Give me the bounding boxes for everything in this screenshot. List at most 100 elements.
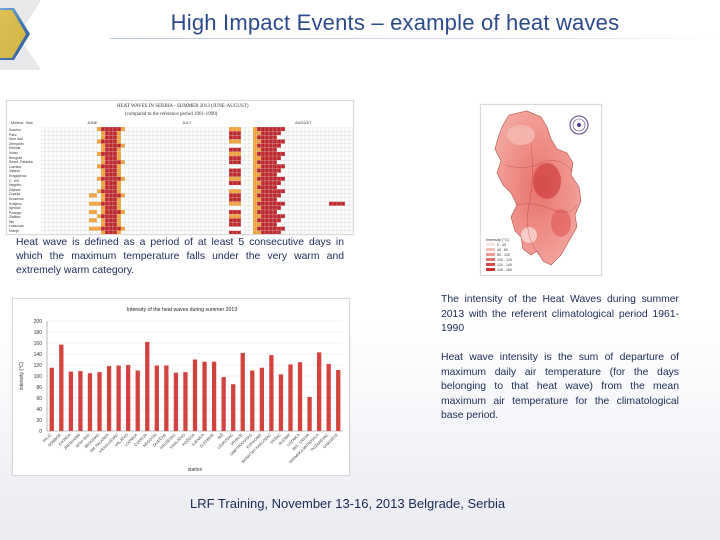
table-cell — [224, 127, 230, 132]
table-cell — [56, 201, 62, 206]
table-cell — [44, 135, 50, 140]
table-cell — [180, 155, 186, 161]
table-cell — [248, 180, 254, 186]
table-cell — [52, 214, 58, 219]
table-cell — [41, 184, 46, 190]
table-cell — [184, 127, 190, 132]
table-station: Vrsac — [9, 150, 18, 155]
table-cell — [292, 131, 298, 136]
bar — [106, 366, 112, 431]
legend-item: 0 - 40 — [486, 242, 512, 247]
table-cell — [188, 168, 194, 173]
table-cell — [312, 189, 318, 194]
y-axis-label: intensity (°C) — [19, 361, 25, 390]
table-cell — [348, 155, 353, 161]
table-cell — [284, 184, 290, 190]
table-cell — [64, 205, 70, 211]
table-cell — [252, 205, 258, 211]
table-cell — [228, 168, 234, 173]
table-title: HEAT WAVES IN SERBIA - SUMMER 2013 (JUNE… — [117, 104, 249, 109]
table-cell — [300, 164, 306, 169]
table-cell — [68, 197, 74, 202]
table-cell — [200, 131, 206, 136]
table-cell — [168, 139, 174, 144]
table-cell — [256, 168, 262, 173]
table-cell — [320, 193, 326, 198]
bar — [259, 367, 264, 431]
table-cell — [204, 147, 210, 153]
table-cell — [104, 205, 110, 211]
table-cell — [320, 230, 326, 234]
table-cell — [88, 168, 94, 173]
table-cell — [344, 230, 350, 234]
table-cell — [268, 176, 274, 182]
table-cell — [296, 205, 302, 211]
table-cell — [132, 189, 138, 194]
table-cell — [320, 209, 326, 215]
table-cell — [44, 193, 50, 198]
table-cell — [120, 205, 126, 211]
table-cell — [200, 127, 206, 132]
table-cell — [52, 218, 58, 223]
table-cell — [220, 176, 226, 182]
table-cell — [68, 160, 74, 165]
table-cell — [144, 201, 150, 206]
y-tick-label: 100 — [34, 374, 43, 380]
table-cell — [200, 197, 206, 202]
table-cell — [240, 222, 246, 227]
table-cell — [104, 176, 110, 182]
table-cell — [148, 180, 154, 186]
table-cell — [264, 230, 270, 234]
table-cell — [76, 139, 82, 144]
table-cell — [84, 201, 90, 206]
table-cell — [56, 230, 62, 234]
table-cell — [88, 127, 94, 132]
table-cell — [340, 147, 346, 153]
table-cell — [100, 127, 106, 132]
legend-label: 120 - 140 — [497, 262, 512, 267]
table-cell — [200, 172, 206, 177]
table-cell — [84, 193, 90, 198]
table-cell — [68, 176, 74, 182]
intensity-definition: Heat wave intensity is the sum of depart… — [441, 352, 679, 421]
table-cell — [312, 164, 318, 169]
table-cell — [96, 143, 102, 148]
table-cell — [112, 155, 118, 161]
table-cell — [136, 151, 142, 157]
table-cell — [41, 189, 46, 194]
table-cell — [296, 160, 302, 165]
table-cell — [336, 214, 342, 219]
table-cell — [272, 176, 278, 182]
table-station: Palic — [9, 132, 17, 137]
table-cell — [144, 209, 150, 215]
table-cell — [120, 135, 126, 140]
table-cell — [320, 172, 326, 177]
table-cell — [328, 193, 334, 198]
table-cell — [308, 135, 314, 140]
table-cell — [180, 131, 186, 136]
table-cell — [252, 164, 258, 169]
table-cell — [200, 209, 206, 215]
table-cell — [228, 127, 234, 132]
table-cell — [44, 218, 50, 223]
table-cell — [180, 172, 186, 177]
table-cell — [52, 230, 58, 234]
table-cell — [320, 184, 326, 190]
table-cell — [344, 139, 350, 144]
table-cell — [88, 193, 94, 198]
table-cell — [64, 131, 70, 136]
table-cell — [180, 214, 186, 219]
y-tick-label: 120 — [34, 363, 43, 369]
table-cell — [252, 230, 258, 234]
table-cell — [276, 222, 282, 227]
table-cell — [184, 168, 190, 173]
table-cell — [104, 139, 110, 144]
table-cell — [256, 189, 262, 194]
table-cell — [228, 143, 234, 148]
table-cell — [160, 160, 166, 165]
table-cell — [308, 131, 314, 136]
table-cell — [208, 226, 214, 231]
table-cell — [220, 164, 226, 169]
table-cell — [100, 143, 106, 148]
table-cell — [328, 222, 334, 227]
